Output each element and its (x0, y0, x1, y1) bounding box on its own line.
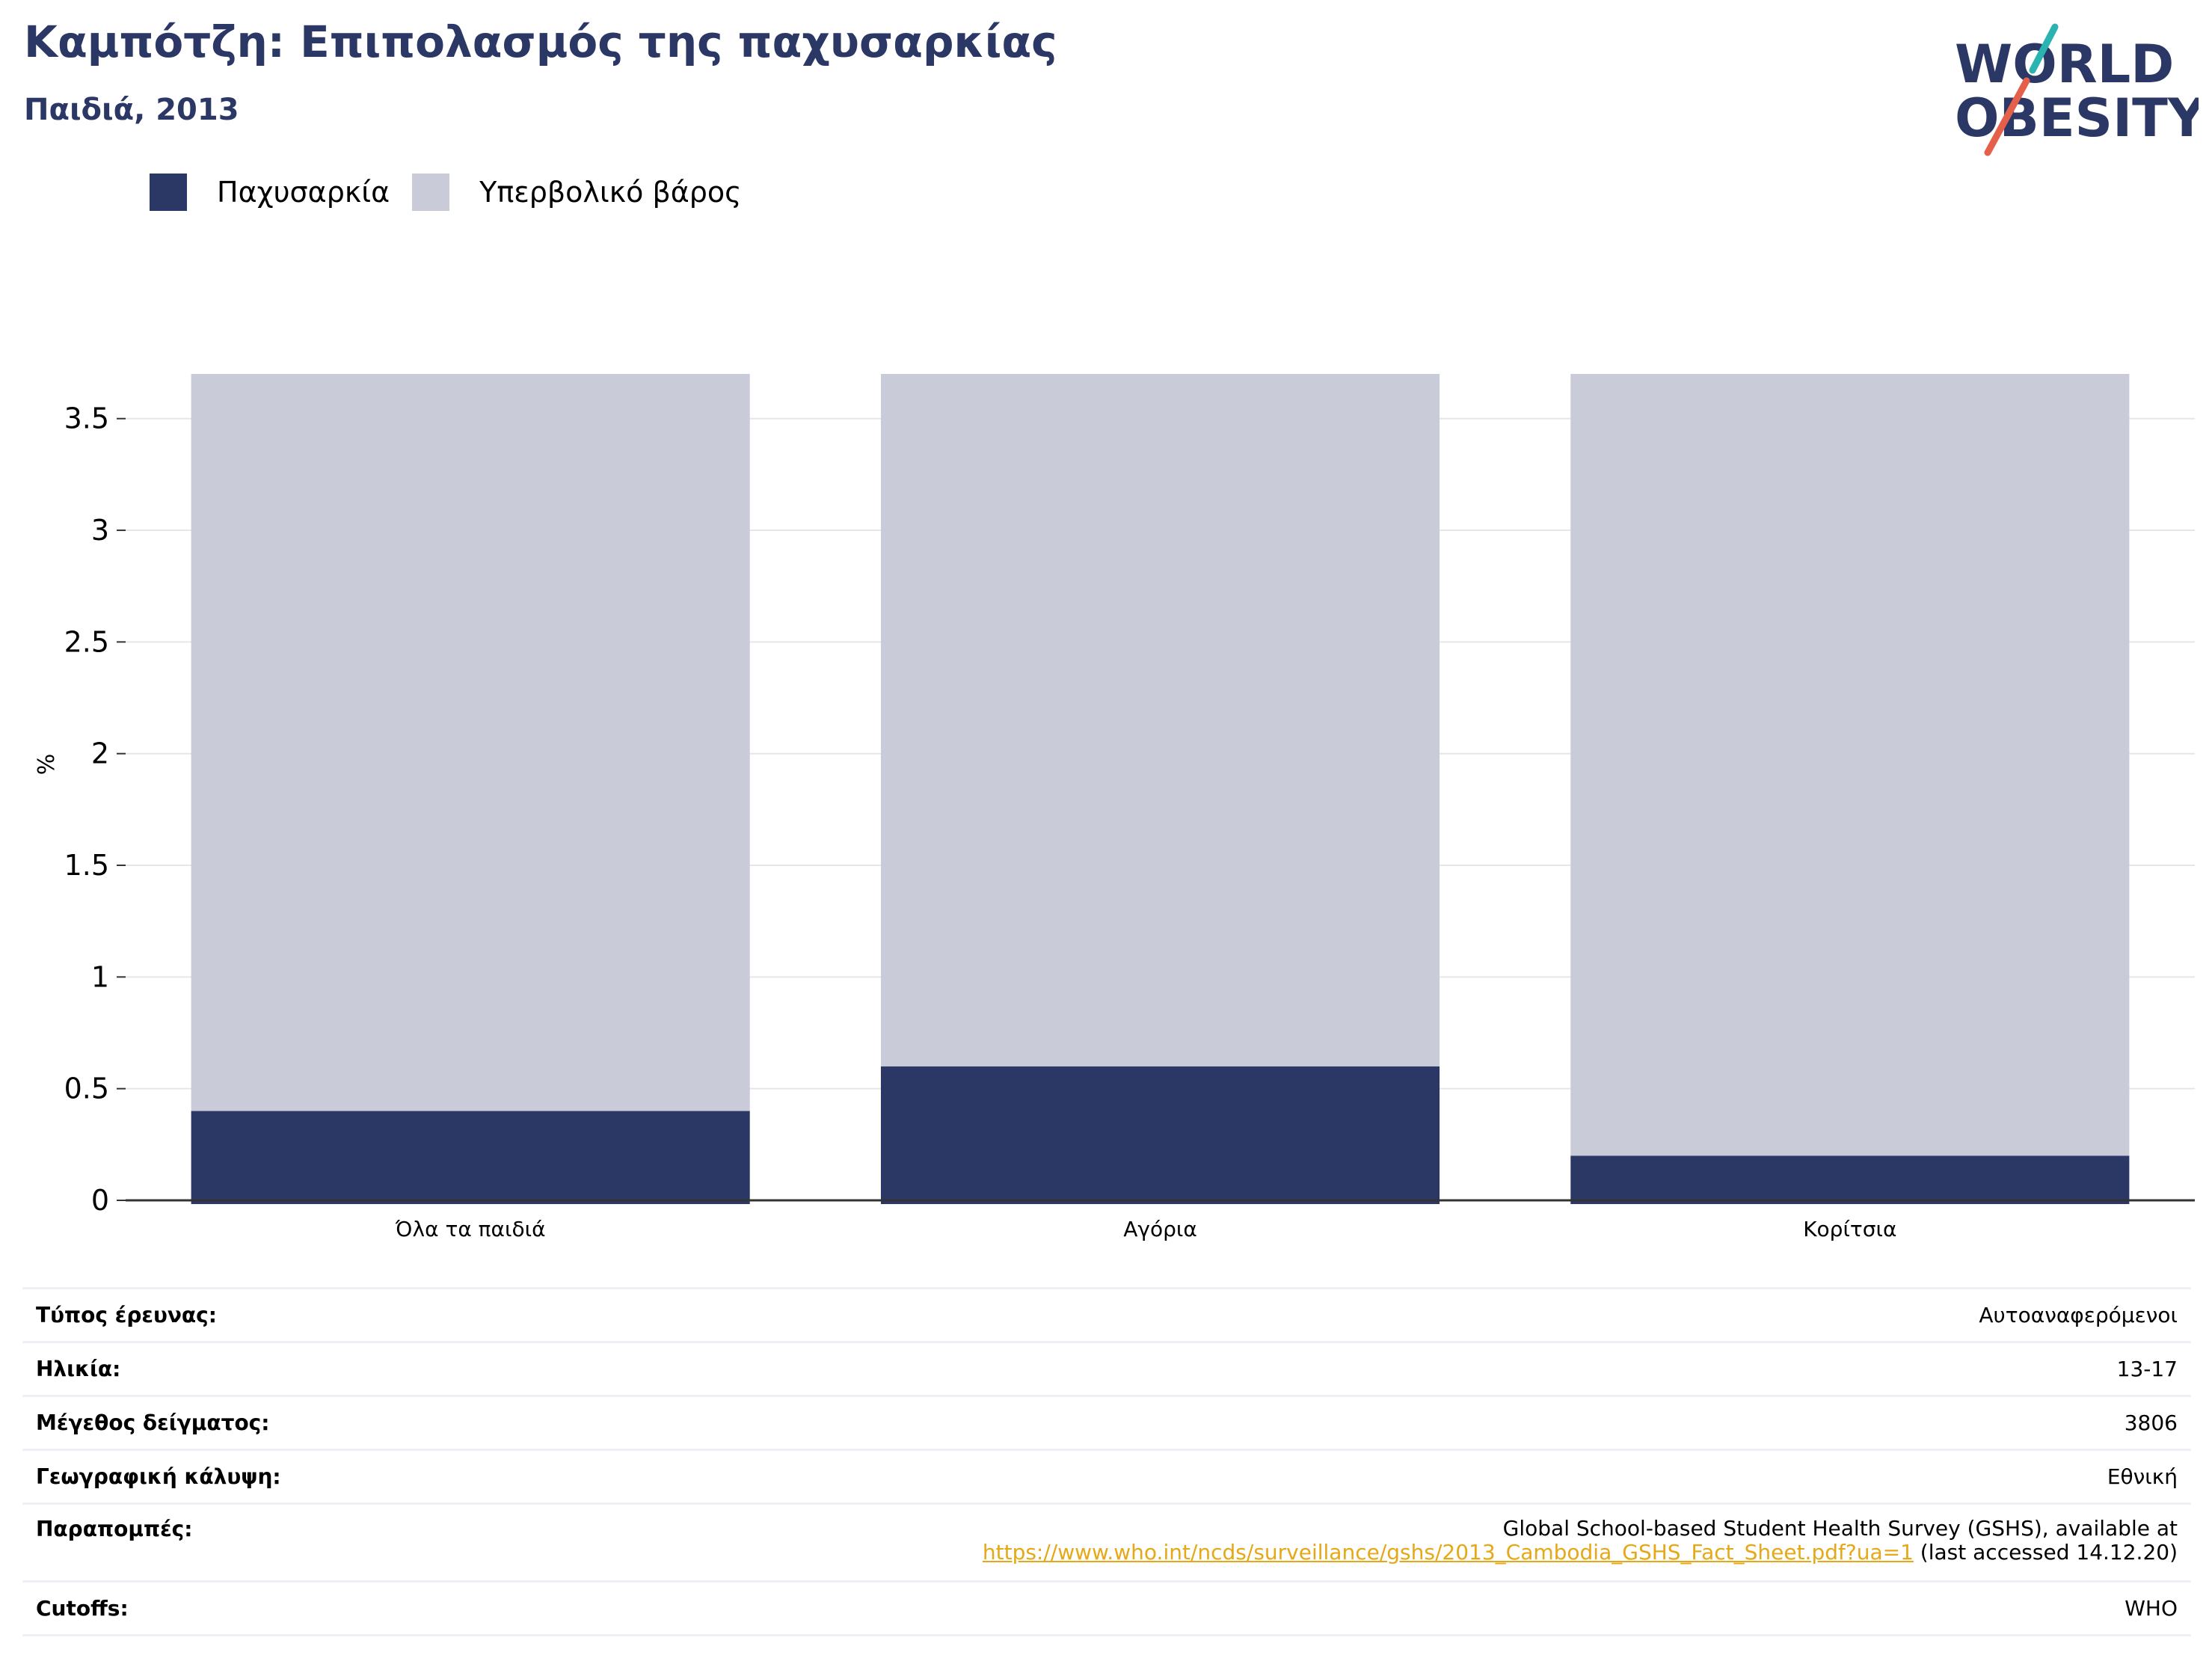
x-tick-label: Όλα τα παιδιά (395, 1217, 546, 1241)
meta-row-survey-type: Τύπος έρευνας: Αυτοαναφερόμενοι (22, 1287, 2191, 1341)
chart-legend: Παχυσαρκία Υπερβολικό βάρος (150, 174, 764, 211)
meta-label-age: Ηλικία: (36, 1357, 121, 1381)
meta-value-age: 13-17 (2116, 1357, 2178, 1381)
references-text: Global School-based Student Health Surve… (1502, 1516, 2178, 1541)
meta-row-cutoffs: Cutoffs: WHO (22, 1580, 2191, 1634)
bar-overweight (191, 374, 750, 1111)
legend-swatch-overweight (412, 174, 450, 211)
table-bottom-border (22, 1634, 2191, 1636)
legend-item-obesity[interactable]: Παχυσαρκία (150, 174, 390, 211)
y-tick-label: 0.5 (64, 1072, 109, 1105)
y-tick-label: 3 (91, 514, 109, 547)
meta-value-sample-size: 3806 (2124, 1410, 2178, 1435)
legend-item-overweight[interactable]: Υπερβολικό βάρος (412, 174, 741, 211)
references-suffix: (last accessed 14.12.20) (1913, 1540, 2178, 1565)
meta-label-sample-size: Μέγεθος δείγματος: (36, 1410, 270, 1435)
y-axis-label: % (34, 754, 60, 776)
x-tick-label: Αγόρια (1123, 1217, 1197, 1241)
meta-row-references: Παραπομπές: Global School-based Student … (22, 1502, 2191, 1580)
logo-teal-slash (2029, 23, 2059, 74)
logo-line-1: WORLD (1955, 34, 2174, 95)
meta-row-age: Ηλικία: 13-17 (22, 1341, 2191, 1395)
y-tick-label: 0 (91, 1184, 109, 1217)
y-tick-label: 1.5 (64, 849, 109, 882)
bar-overweight (880, 374, 1440, 1066)
bar-overweight (1570, 374, 2130, 1156)
meta-value-survey-type: Αυτοαναφερόμενοι (1979, 1303, 2178, 1327)
y-tick-label: 2 (91, 737, 109, 770)
survey-details-table: Τύπος έρευνας: Αυτοαναφερόμενοι Ηλικία: … (22, 1287, 2191, 1636)
world-obesity-logo: WORLD OBESITY (1955, 23, 2199, 156)
y-tick-label: 1 (91, 960, 109, 993)
meta-value-references: Global School-based Student Health Surve… (983, 1517, 2178, 1565)
y-tick-label: 2.5 (64, 625, 109, 658)
bar-obesity (191, 1111, 750, 1204)
legend-label-overweight: Υπερβολικό βάρος (479, 176, 742, 209)
chart-title: Καμπότζη: Επιπολασμός της παχυσαρκίας (24, 16, 1057, 67)
x-tick-label: Κορίτσια (1803, 1217, 1896, 1241)
bar-obesity (1570, 1155, 2130, 1204)
meta-row-sample-size: Μέγεθος δείγματος: 3806 (22, 1395, 2191, 1449)
meta-value-coverage: Εθνική (2107, 1464, 2178, 1489)
meta-label-coverage: Γεωγραφική κάλυψη: (36, 1464, 281, 1489)
meta-label-survey-type: Τύπος έρευνας: (36, 1303, 217, 1327)
references-link[interactable]: https://www.who.int/ncds/surveillance/gs… (982, 1540, 1914, 1565)
chart-subtitle: Παιδιά, 2013 (24, 93, 239, 127)
logo-red-slash (1984, 77, 2030, 156)
meta-label-references: Παραπομπές: (36, 1517, 193, 1541)
meta-row-coverage: Γεωγραφική κάλυψη: Εθνική (22, 1449, 2191, 1502)
bar-obesity (880, 1066, 1440, 1204)
legend-swatch-obesity (150, 174, 187, 211)
y-tick-label: 3.5 (64, 402, 109, 435)
meta-value-cutoffs: WHO (2125, 1596, 2178, 1621)
legend-label-obesity: Παχυσαρκία (217, 176, 390, 209)
meta-label-cutoffs: Cutoffs: (36, 1596, 129, 1621)
stacked-bar-chart: 0 0.5 1 1.5 2 2.5 3 3.5% Όλα τα παιδιά Αγόρια Κορί… (34, 374, 2195, 1241)
